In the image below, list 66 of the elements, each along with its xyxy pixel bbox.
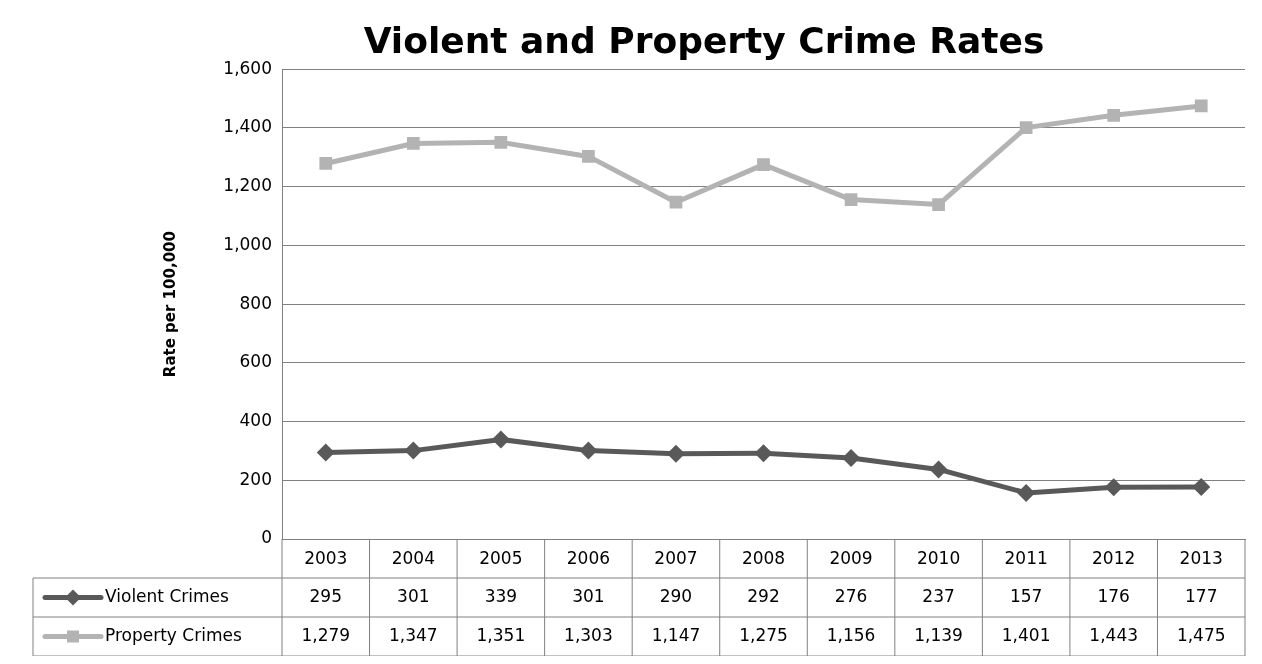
x-tick-label: 2009 [829,547,873,568]
data-label: 339 [484,585,518,606]
x-tick-label: 2013 [1179,547,1223,568]
point [757,158,770,171]
data-label: 1,156 [826,624,876,645]
point [669,195,683,209]
data-label: 301 [397,585,430,606]
y-tick-label: 200 [239,468,272,489]
point [582,150,595,163]
point [929,460,948,479]
data-label: 1,279 [301,624,351,645]
data-label: 295 [309,585,342,606]
x-tick-label: 2007 [654,547,698,568]
x-tick-label: 2008 [741,547,786,568]
data-label: 1,275 [739,624,788,645]
y-axis-title: Rate per 100,000 [160,231,179,378]
x-tick-label: 2003 [304,547,348,568]
y-tick-label: 800 [239,292,272,313]
data-label: 176 [1097,585,1130,606]
y-tick-label: 1,600 [223,57,272,78]
data-label: 1,347 [388,624,438,645]
data-label: 1,351 [476,624,526,645]
x-tick-label: 2012 [1092,547,1136,568]
y-tick-label: 600 [239,351,272,372]
point [494,135,508,149]
point [844,193,858,206]
x-tick-label: 2010 [916,547,961,568]
data-label: 1,147 [651,624,701,645]
data-label: 157 [1009,585,1043,606]
point [1019,121,1033,134]
point [316,443,335,462]
data-label: 1,401 [1001,624,1051,645]
point [319,157,333,170]
point [932,198,945,211]
y-tick-label: 0 [261,527,272,548]
point [404,441,423,460]
data-label: 1,139 [914,624,963,645]
legend-label: Property Crimes [105,624,242,645]
data-label: 237 [922,585,955,606]
y-tick-label: 1,400 [223,116,272,137]
point [1107,108,1121,122]
data-label: 1,303 [564,624,613,645]
data-label: 177 [1185,585,1218,606]
y-tick-label: 1,200 [223,175,272,196]
point [406,137,420,150]
x-tick-label: 2011 [1004,547,1048,568]
data-label: 292 [747,585,780,606]
y-tick-label: 400 [239,409,272,430]
point [1194,99,1208,113]
x-tick-label: 2004 [391,547,435,568]
data-label: 276 [834,585,868,606]
chart-title: Violent and Property Crime Rates [363,19,1045,61]
data-label: 1,443 [1089,624,1139,645]
data-label: 290 [659,585,693,606]
point [754,444,773,463]
point [579,441,598,460]
legend-label: Violent Crimes [105,585,230,606]
x-tick-label: 2005 [479,547,523,568]
x-tick-label: 2006 [566,547,611,568]
point [491,430,510,449]
point [1192,478,1211,497]
point [1104,478,1123,497]
point [842,448,861,467]
data-label: 1,475 [1176,624,1226,645]
data-label: 301 [572,585,605,606]
y-tick-label: 1,000 [223,233,272,254]
